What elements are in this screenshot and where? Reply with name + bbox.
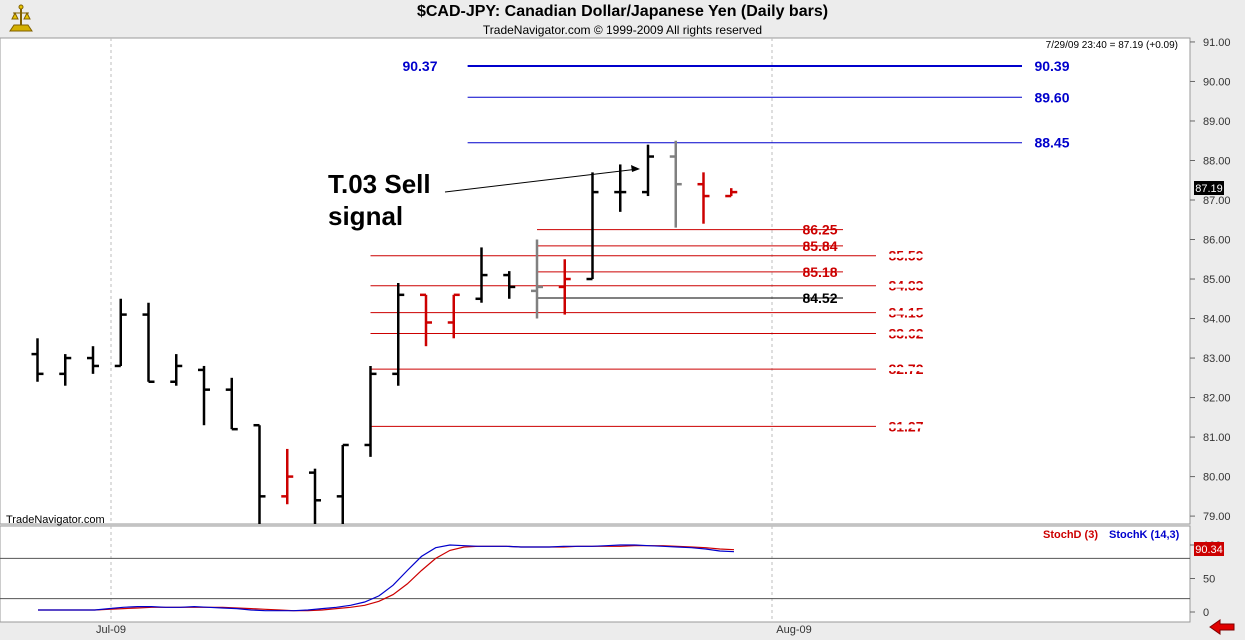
ohlc-bar [586,172,599,281]
stoch-value-tag: 90.34 [1194,542,1224,556]
y-tick-label: 82.00 [1203,393,1231,405]
ohlc-bar [198,365,210,426]
level-line-mask [843,269,1023,274]
ohlc-bar [475,247,488,303]
level-line-mask [843,243,1023,248]
annotation-arrow [444,168,639,193]
sell-signal-annotation: T.03 Sell signal [328,165,640,231]
ohlc-bar [281,448,294,505]
stochk-line [38,544,735,612]
ohlc-bar [59,354,72,386]
annotation-line-2: signal [328,201,403,231]
ohlc-bar [642,144,654,197]
level-line-mask [876,424,1023,429]
y-tick-label: 85.00 [1203,274,1231,286]
y-tick-label: 79.00 [1203,511,1231,523]
stoch-tick-label: 0 [1203,607,1209,619]
chart-subtitle: TradeNavigator.com © 1999-2009 All right… [482,23,763,37]
last-price-tag: 87.19 [1194,181,1224,195]
ohlc-bar [558,259,571,315]
ohlc-bar [225,377,238,431]
level-label: 85.84 [802,238,837,254]
level-line-mask [876,310,1023,315]
trade-navigator-logo-icon [9,4,33,32]
ohlc-bar [170,354,183,386]
ohlc-bar [669,140,682,228]
ohlc-bar [420,293,432,347]
level-label: 84.52 [802,290,837,306]
stochd-legend: StochD (3) [1043,529,1098,541]
ohlc-bar [336,443,349,524]
level-left-label: 90.37 [402,58,437,74]
level-label: 85.18 [802,264,837,280]
y-tick-label: 84.00 [1203,314,1231,326]
y-tick-label: 91.00 [1203,37,1231,49]
ohlc-bar [142,302,155,384]
y-tick-label: 80.00 [1203,472,1231,484]
y-tick-label: 87.00 [1203,195,1231,207]
level-line-mask [843,295,1023,300]
y-tick-label: 89.00 [1203,116,1231,128]
y-tick-label: 81.00 [1203,432,1231,444]
ohlc-bar [614,164,627,212]
stochk-legend: StochK (14,3) [1109,529,1180,541]
level-label: 86.25 [802,222,837,238]
stoch-legend: StochD (3) StochK (14,3) [1043,529,1180,541]
annotation-line-1: T.03 Sell [328,169,431,199]
ohlc-bar [697,172,710,224]
ohlc-bar [114,298,127,368]
y-tick-label: 86.00 [1203,235,1231,247]
ohlc-bar [503,271,516,299]
x-label-jul: Jul-09 [96,624,126,636]
chart-header: $CAD-JPY: Canadian Dollar/Japanese Yen (… [0,0,1245,40]
level-label: 88.45 [1034,135,1069,151]
ohlc-bar [309,468,321,524]
last-price-tag-text: 87.19 [1195,183,1223,195]
level-line-mask [843,227,1023,232]
ohlc-bar [392,282,405,386]
annotation-arrowhead [631,165,640,172]
level-line-mask [876,367,1023,372]
ohlc-bar [531,239,543,319]
chart-title: $CAD-JPY: Canadian Dollar/Japanese Yen (… [416,3,829,20]
level-label: 90.39 [1034,58,1069,74]
level-line-mask [876,283,1023,288]
ohlc-bar [364,365,377,457]
scroll-left-arrow-icon[interactable] [1205,618,1237,636]
ohlc-bar [447,293,460,339]
level-label: 89.60 [1034,89,1069,105]
ohlc-bar [87,346,99,374]
stoch-value-tag-text: 90.34 [1195,544,1223,556]
ohlc-bar [31,338,44,382]
x-label-aug: Aug-09 [776,624,811,636]
y-tick-label: 83.00 [1203,353,1231,365]
ohlc-bar [725,188,738,198]
y-tick-label: 88.00 [1203,155,1231,167]
y-tick-label: 90.00 [1203,76,1231,88]
ohlc-bar [253,423,266,524]
stoch-tick-label: 50 [1203,574,1215,586]
watermark: TradeNavigator.com [6,514,105,526]
level-line-mask [876,253,1023,258]
level-line-mask [876,331,1023,336]
status-readout: 7/29/09 23:40 = 87.19 (+0.09) [1046,40,1178,51]
